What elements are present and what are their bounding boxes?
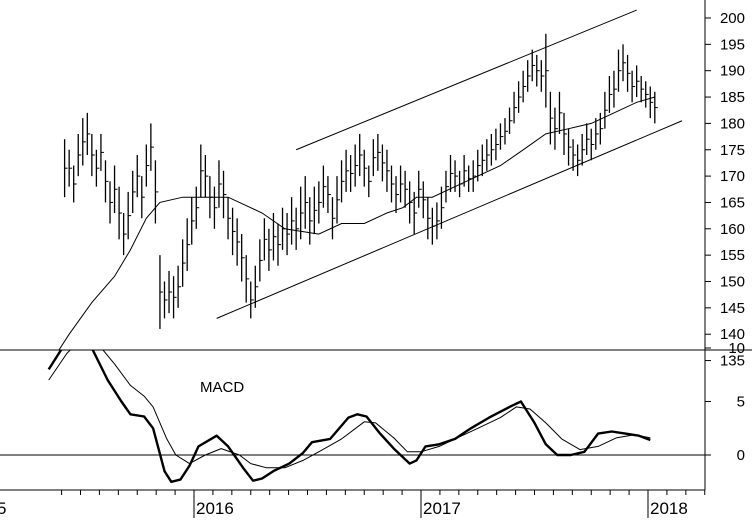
x-tick-label: 5 — [0, 499, 6, 518]
price-y-tick-label: 140 — [720, 326, 745, 343]
macd-y-tick-label: 5 — [737, 394, 745, 411]
macd-line — [47, 350, 651, 483]
moving-average-line — [58, 96, 655, 350]
price-y-tick-label: 180 — [720, 115, 745, 132]
price-y-tick-label: 170 — [720, 168, 745, 185]
x-tick-label: 2016 — [196, 499, 234, 518]
price-y-tick-label: 160 — [720, 221, 745, 238]
price-y-tick-label: 155 — [720, 247, 745, 264]
macd-y-tick-label: 10 — [728, 340, 745, 357]
trend-channel-line — [216, 120, 683, 319]
price-y-tick-label: 195 — [720, 36, 745, 53]
axes: 135 140 145 150 155 160 165 170 175 180 185 190 195 2… — [0, 10, 745, 518]
price-y-tick-label: 185 — [720, 89, 745, 106]
x-tick-label: 2018 — [650, 499, 688, 518]
price-y-tick-label: 135 — [720, 353, 745, 370]
price-y-tick-label: 190 — [720, 63, 745, 80]
macd-y-tick-label: 0 — [737, 447, 745, 464]
price-panel — [58, 9, 683, 350]
price-y-tick-label: 150 — [720, 274, 745, 291]
price-y-tick-label: 200 — [720, 10, 745, 27]
trend-channel-line — [295, 9, 637, 151]
macd-label: MACD — [200, 379, 244, 396]
price-y-tick-label: 145 — [720, 300, 745, 317]
price-y-tick-label: 165 — [720, 194, 745, 211]
x-tick-label: 2017 — [423, 499, 461, 518]
price-y-tick-label: 175 — [720, 142, 745, 159]
chart-frame — [0, 0, 752, 491]
macd-signal-line — [48, 350, 651, 469]
macd-panel — [0, 350, 705, 483]
